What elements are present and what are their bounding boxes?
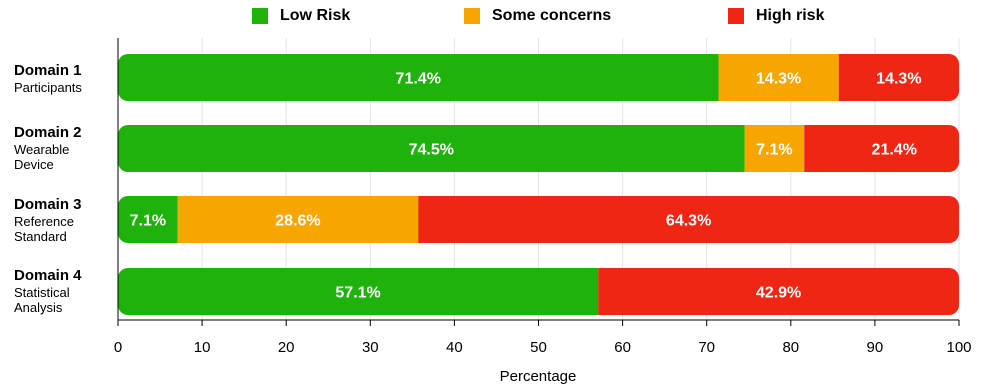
data-label: 57.1% <box>335 285 380 302</box>
bar-segment-some-concerns <box>718 54 839 101</box>
legend-item-low-risk: Low Risk <box>252 4 350 28</box>
legend-label-low-risk: Low Risk <box>280 7 351 24</box>
x-tick-label: 80 <box>782 339 799 356</box>
bar-segment-high-risk <box>598 268 959 315</box>
bar-segment-low-risk <box>118 268 599 315</box>
legend-swatch-some-concerns <box>464 8 480 24</box>
bar-segment-low-risk <box>118 125 745 172</box>
category-subtitle: Participants <box>14 80 82 95</box>
category-title: Domain 3 <box>14 196 82 213</box>
legend-item-high-risk: High risk <box>728 4 824 28</box>
x-tick-label: 20 <box>278 339 295 356</box>
data-label: 71.4% <box>396 71 441 88</box>
legend-swatch-low-risk <box>252 8 268 24</box>
x-tick-label: 30 <box>362 339 379 356</box>
category-title: Domain 1 <box>14 62 82 79</box>
category-label-domain-2: Domain 2 Wearable Device <box>14 124 114 172</box>
category-label-domain-4: Domain 4 Statistical Analysis <box>14 267 114 315</box>
bar-segment-high-risk <box>418 196 959 243</box>
category-label-domain-3: Domain 3 Reference Standard <box>14 196 114 244</box>
bar-segment-low-risk <box>118 54 719 101</box>
x-tick-label: 40 <box>446 339 463 356</box>
data-label: 21.4% <box>872 142 917 159</box>
legend-label-some-concerns: Some concerns <box>492 7 612 24</box>
category-title: Domain 4 <box>14 267 82 284</box>
x-axis-label: Percentage <box>500 368 577 385</box>
data-label: 14.3% <box>876 71 921 88</box>
category-title: Domain 2 <box>14 124 82 141</box>
x-tick-label: 70 <box>698 339 715 356</box>
category-label-domain-1: Domain 1 Participants <box>14 62 114 95</box>
category-subtitle: Statistical Analysis <box>14 285 70 315</box>
bar-row-2 <box>118 125 959 172</box>
data-label: 64.3% <box>666 213 711 230</box>
bar-row-3 <box>118 196 959 243</box>
data-label: 7.1% <box>756 142 792 159</box>
x-tick-label: 90 <box>867 339 884 356</box>
data-label: 42.9% <box>756 285 801 302</box>
bar-segment-high-risk <box>804 125 959 172</box>
data-label: 14.3% <box>756 71 801 88</box>
x-tick-label: 0 <box>114 339 122 356</box>
legend-item-some-concerns: Some concerns <box>464 4 611 28</box>
category-subtitle: Wearable Device <box>14 142 70 172</box>
legend: Low Risk Some concerns High risk <box>0 4 988 28</box>
category-subtitle: Reference Standard <box>14 214 74 244</box>
bar-row-1 <box>118 54 959 101</box>
bar-row-4 <box>118 268 959 315</box>
legend-label-high-risk: High risk <box>756 7 825 24</box>
bar-segment-low-risk <box>118 196 178 243</box>
bar-segment-high-risk <box>838 54 959 101</box>
bars: 71.4% 14.3% 14.3% 74.5% 7.1% 21.4% 7.1% 28.6% 64… <box>118 54 959 315</box>
x-tick-label: 50 <box>530 339 547 356</box>
x-tick-label: 60 <box>614 339 631 356</box>
x-tick-label: 100 <box>946 339 971 356</box>
x-axis: 0 10 20 30 40 50 60 70 80 90 100 <box>114 38 972 356</box>
legend-swatch-high-risk <box>728 8 744 24</box>
data-label: 7.1% <box>130 213 166 230</box>
data-label: 28.6% <box>275 213 320 230</box>
bar-segment-some-concerns <box>177 196 419 243</box>
bar-segment-some-concerns <box>744 125 805 172</box>
data-label: 74.5% <box>409 142 454 159</box>
x-tick-label: 10 <box>194 339 211 356</box>
